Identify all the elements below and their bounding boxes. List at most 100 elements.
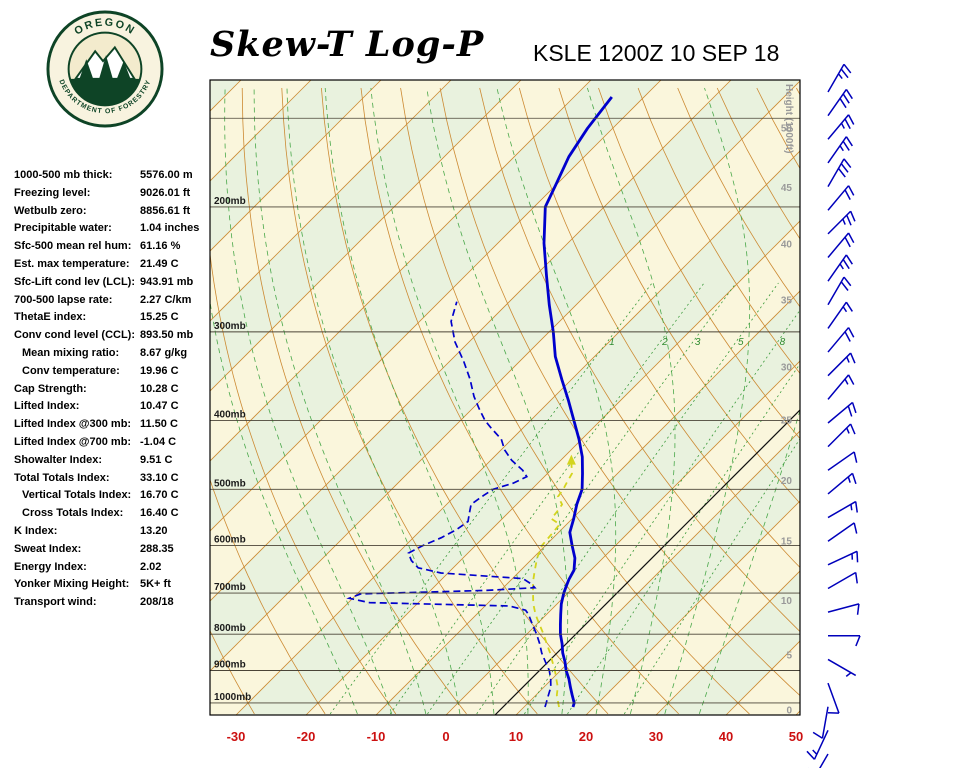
height-tick-label: 30 [781,363,793,374]
index-value: 8856.61 ft [140,204,191,217]
wind-barb-icon [827,63,852,93]
station-id: KSLE 1200Z 10 SEP 18 [533,40,780,66]
wind-barb-icon [827,500,858,519]
index-row: Transport wind: 208/18 [14,594,219,612]
height-tick-label: 15 [781,536,793,547]
index-row: Lifted Index @300 mb: 11.50 C [14,416,219,434]
index-row: 1000-500 mb thick: 5576.00 m [14,167,219,185]
index-label: Wetbulb zero: [14,204,87,217]
index-value: 16.40 C [140,507,179,520]
index-value: 61.16 % [140,240,181,253]
index-value: 10.47 C [140,400,179,413]
temp-tick-label: 40 [719,729,733,744]
plot-border [209,79,801,716]
index-row: Wetbulb zero: 8856.61 ft [14,203,219,221]
wind-barb-icon [827,571,858,590]
index-value: 9026.01 ft [140,186,191,199]
index-row: Vertical Totals Index: 16.70 C [14,487,219,505]
index-row: Precipitable water: 1.04 inches [14,220,219,238]
tree-icon [99,55,113,79]
height-tick-label: 45 [781,183,793,194]
index-row: Energy Index: 2.02 [14,559,219,577]
index-value: 2.27 C/km [140,293,192,306]
index-label: Precipitable water: [14,222,112,235]
index-value: 9.51 C [140,453,173,466]
index-value: 21.49 C [140,257,179,270]
wind-barb-icon [827,423,856,448]
index-label: Lifted Index @700 mb: [14,435,132,448]
index-label: 700-500 lapse rate: [14,293,113,306]
wind-barb-icon [827,401,857,424]
temp-tick-label: 30 [649,729,663,744]
pressure-label: 900mb [214,660,246,671]
wind-barb-icon [827,352,856,377]
index-label: Energy Index: [14,560,87,573]
index-value: 893.50 mb [140,329,194,342]
wind-barb-icon [827,522,858,542]
index-row: Mean mixing ratio: 8.67 g/kg [14,345,219,363]
index-label: ThetaE index: [14,311,87,324]
wind-barb-icon [827,327,855,353]
height-tick-label: 35 [781,296,793,307]
wind-barb-icon [827,682,840,714]
index-value: 288.35 [140,542,174,555]
index-label: Lifted Index: [14,400,80,413]
tree-icon [79,59,94,79]
index-row: Sfc-500 mean rel hum: 61.16 % [14,238,219,256]
height-tick-label: 20 [781,476,793,487]
height-tick-label: 0 [786,706,792,717]
index-label: 1000-500 mb thick: [14,169,113,181]
index-row: ThetaE index: 15.25 C [14,309,219,327]
pressure-label: 500mb [214,478,246,489]
temp-tick-label: 20 [579,729,593,744]
pressure-label: 300mb [214,321,246,332]
index-label: Lifted Index @300 mb: [14,418,132,431]
mixing-ratio-label: 8 [780,337,786,348]
index-label: Total Totals Index: [14,471,110,484]
temp-tick-label: 50 [789,729,803,744]
wind-barb-icon [827,210,856,235]
wind-barb-icon [827,603,860,615]
index-value: 13.20 [140,524,168,537]
mixing-ratio-label: 1 [609,337,615,348]
wind-barb-icon [827,136,853,164]
index-label: K Index: [14,524,58,537]
index-label: Transport wind: [14,596,97,609]
temp-axis-labels: -30 -20 -10 0 10 20 30 40 50 [227,729,804,744]
moist-adiabats [210,87,800,715]
index-row: Lifted Index: 10.47 C [14,398,219,416]
index-value: 10.28 C [140,382,179,395]
index-value: 5576.00 m [140,169,193,181]
index-row: Yonker Mixing Height: 5K+ ft [14,576,219,594]
index-value: 11.50 C [140,418,178,431]
index-row: Cross Totals Index: 16.40 C [14,505,219,523]
pressure-label: 1000mb [214,692,251,703]
temp-tick-label: 0 [442,729,449,744]
temp-tick-label: -20 [297,729,316,744]
index-label: Conv temperature: [22,364,120,377]
pressure-label: 400mb [214,410,246,421]
wind-barb-icon [827,472,857,495]
index-label: Sweat Index: [14,542,82,555]
index-row: Sweat Index: 288.35 [14,541,219,559]
wind-barb-icon [827,658,857,677]
index-value: 208/18 [140,596,174,609]
wind-barb-icon [827,158,852,187]
index-label: Mean mixing ratio: [22,346,120,359]
temp-tick-label: -10 [367,729,386,744]
index-row: 700-500 lapse rate: 2.27 C/km [14,292,219,310]
wind-barb-icon [827,232,855,258]
wind-barb-icon [806,730,829,760]
index-label: Cap Strength: [14,382,87,395]
logo-forest-ground [70,78,140,105]
pressure-label: 700mb [214,582,246,593]
index-row: Showalter Index: 9.51 C [14,452,219,470]
temperature-trace [542,96,613,708]
pressure-label: 600mb [214,535,246,546]
index-row: Conv cond level (CCL): 893.50 mb [14,327,219,345]
wind-barb-icon [827,185,855,211]
index-label: Cross Totals Index: [22,507,124,520]
